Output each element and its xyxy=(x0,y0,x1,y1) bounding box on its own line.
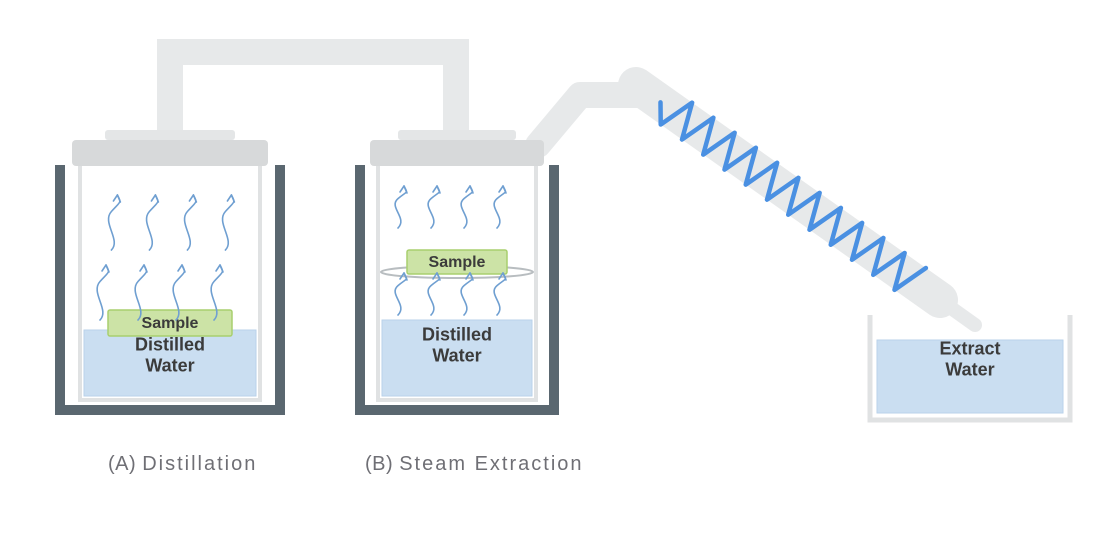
vessel-lid-top xyxy=(105,130,235,140)
condenser-tube xyxy=(636,85,940,300)
vessel-lid xyxy=(72,140,268,166)
water-label: DistilledWater xyxy=(422,324,492,365)
overhead-pipe xyxy=(170,52,456,140)
water-label: DistilledWater xyxy=(135,334,205,375)
vessel-lid xyxy=(370,140,544,166)
vessel-lid-top xyxy=(398,130,516,140)
caption: (B) Steam Extraction xyxy=(365,453,584,475)
sample-label: Sample xyxy=(142,315,199,332)
collector-label: ExtractWater xyxy=(939,338,1000,379)
sample-label: Sample xyxy=(429,254,486,271)
caption: (A) Distillation xyxy=(108,453,257,475)
